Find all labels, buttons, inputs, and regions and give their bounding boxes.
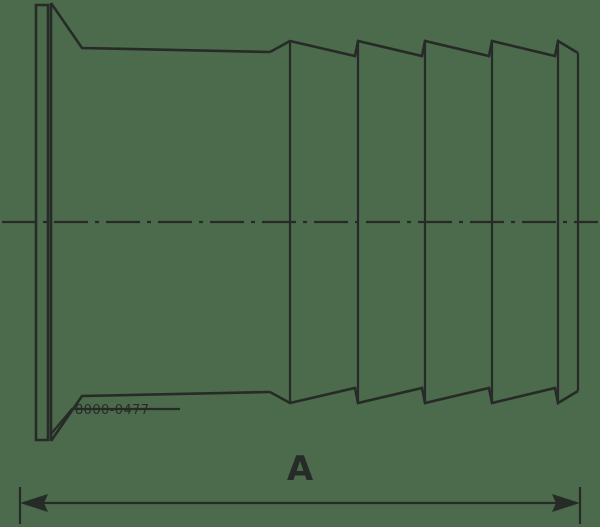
dimension-arrow-right (552, 494, 580, 512)
part-number-callout: 8000-0477 (75, 403, 150, 418)
flange-plate (34, 3, 50, 442)
dimension-label-a: A (286, 449, 314, 489)
dimension-line-a (20, 494, 580, 512)
dimension-extension-lines (18, 487, 582, 524)
part-callout-leader (50, 407, 180, 435)
dimension-arrow-left (20, 494, 48, 512)
ferrule-body-upper (49, 2, 271, 222)
ferrule-body-lower (49, 222, 271, 442)
